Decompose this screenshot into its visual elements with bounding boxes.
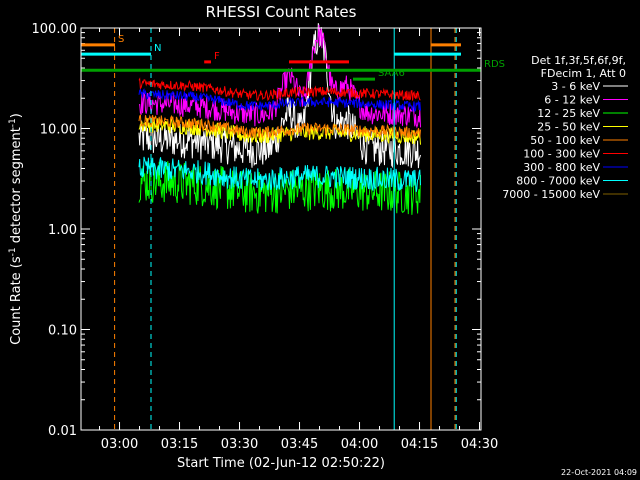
legend-entry-label: 7000 - 15000 keV	[502, 188, 600, 201]
legend-entry-label: 300 - 800 keV	[523, 161, 600, 174]
chart-title: RHESSI Count Rates	[206, 3, 357, 21]
series-layer	[138, 23, 421, 215]
axis-ticks: 03:00 03:15 03:30 03:45 04:00 04:15 04:30 100.0…	[32, 22, 499, 452]
x-tick-label: 03:15	[161, 437, 198, 452]
footer-timestamp: 22-Oct-2021 04:09	[561, 468, 637, 477]
legend-entry-label: 12 - 25 keV	[537, 107, 600, 120]
series-line-25-50-kev	[138, 117, 421, 145]
y-tick-label: 1.00	[48, 223, 77, 238]
series-line-800-7000-kev	[138, 156, 421, 193]
series-line-100-300-kev	[138, 77, 421, 102]
x-tick-label: 04:15	[401, 437, 438, 452]
y-tick-label: 0.10	[48, 324, 77, 339]
plot-frame	[80, 27, 482, 431]
x-tick-label: 03:00	[101, 437, 138, 452]
legend-entry-label: 50 - 100 keV	[530, 134, 600, 147]
x-tick-label: 04:30	[461, 437, 498, 452]
legend-entry-label: 800 - 7000 keV	[516, 175, 600, 188]
y-axis-label: Count Rate (s-1 detector segment-1)	[8, 113, 24, 345]
x-axis-label: Start Time (02-Jun-12 02:50:22)	[177, 456, 385, 471]
series-line-300-800-kev	[138, 88, 421, 113]
time-bar-label-saa6: SAA6	[378, 68, 405, 79]
y-tick-label: 10.00	[40, 123, 77, 138]
y-tick-label: 100.00	[32, 22, 78, 37]
legend-entry-label: 6 - 12 keV	[544, 94, 600, 107]
x-tick-label: 04:00	[341, 437, 378, 452]
legend: Det 1f,3f,5f,6f,9f,FDecim 1, Att 03 - 6 …	[502, 54, 628, 201]
legend-entry-label: 25 - 50 keV	[537, 121, 600, 134]
legend-header-line: Det 1f,3f,5f,6f,9f,	[531, 54, 626, 67]
legend-entry-label: 3 - 6 keV	[551, 80, 600, 93]
time-bar-label-s: S	[118, 34, 124, 45]
time-bar-label-rds: RDS	[484, 59, 505, 70]
time-bar-label-f: F	[214, 51, 220, 62]
x-tick-label: 03:45	[281, 437, 318, 452]
legend-entry-label: 100 - 300 keV	[523, 148, 600, 161]
time-bars-layer: S N F RDS SAA6	[81, 28, 505, 430]
time-bar-label-n: N	[154, 43, 161, 54]
legend-header-line: FDecim 1, Att 0	[541, 67, 626, 80]
x-tick-label: 03:30	[221, 437, 258, 452]
y-tick-label: 0.01	[48, 424, 77, 439]
series-line-50-100-kev	[138, 113, 421, 139]
